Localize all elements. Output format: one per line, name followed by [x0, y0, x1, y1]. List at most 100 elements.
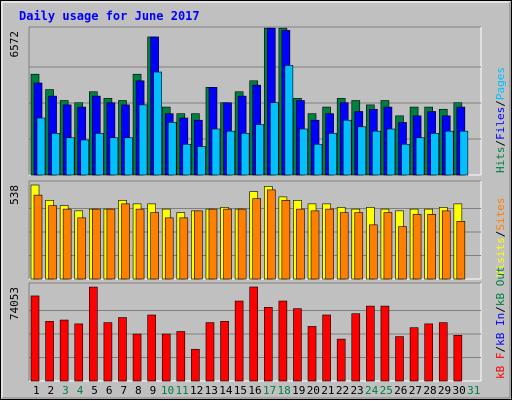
bar-sites: [237, 208, 247, 280]
y-max-label: 6572: [8, 31, 21, 58]
day-label: 13: [205, 384, 218, 397]
bar-sites: [121, 203, 130, 280]
bar-sites: [33, 194, 43, 280]
bar-pages: [197, 146, 206, 176]
side-legend: Hits/Files/Pages: [494, 67, 507, 173]
bar-sites: [339, 212, 349, 280]
bar-pages: [430, 133, 439, 176]
bar-sites: [296, 208, 305, 280]
bar-kb-f: [453, 335, 463, 382]
bar-sites: [62, 208, 72, 280]
bar-sites: [252, 198, 262, 280]
bar-kb-f: [249, 286, 259, 382]
day-label: 17: [263, 384, 276, 397]
bar-kb-f: [322, 314, 331, 382]
day-label: 9: [150, 384, 157, 397]
bar-pages: [80, 139, 90, 176]
y-max-label: 74053: [8, 287, 21, 320]
day-label: 21: [321, 384, 334, 397]
legend-entry: kB Out: [494, 266, 507, 306]
bar-sites: [164, 217, 174, 280]
bar-sites: [310, 210, 320, 280]
bar-kb-f: [351, 313, 361, 382]
bar-kb-f: [205, 322, 215, 382]
legend-entry: kB F: [494, 353, 507, 380]
y-max-label: 538: [8, 185, 21, 205]
bar-kb-f: [132, 333, 142, 382]
bar-sites: [194, 210, 203, 280]
bar-kb-f: [45, 321, 54, 382]
bar-sites: [106, 208, 116, 280]
bar-kb-f: [307, 326, 317, 382]
day-label: 5: [91, 384, 98, 397]
legend-entry: /: [494, 140, 507, 147]
legend-entry: /: [494, 306, 507, 313]
bar-pages: [372, 130, 381, 176]
day-label: 26: [394, 384, 407, 397]
day-label: 22: [336, 384, 349, 397]
bar-kb-f: [161, 333, 171, 382]
day-label: 6: [106, 384, 113, 397]
legend-entry: /: [494, 346, 507, 353]
legend-entry: Pages: [494, 67, 507, 100]
day-label: 23: [350, 384, 363, 397]
day-label: 14: [219, 384, 233, 397]
bar-kb-f: [176, 331, 186, 382]
legend-entry: Sites: [494, 198, 507, 231]
bar-pages: [459, 130, 469, 176]
bar-sites: [92, 208, 101, 280]
legend-entry: Files: [494, 107, 507, 140]
bar-pages: [328, 133, 337, 176]
bar-sites: [150, 212, 159, 280]
day-label: 25: [380, 384, 393, 397]
bar-pages: [299, 128, 308, 176]
bar-sites: [325, 208, 334, 280]
bar-pages: [226, 130, 235, 176]
bar-kb-f: [395, 336, 404, 382]
day-label: 29: [438, 384, 451, 397]
day-label: 3: [62, 384, 69, 397]
day-label: 4: [77, 384, 84, 397]
day-label: 1: [33, 384, 40, 397]
bar-sites: [354, 212, 364, 280]
day-label: 19: [292, 384, 305, 397]
bar-sites: [427, 214, 436, 280]
legend-entry: Visits: [494, 237, 507, 277]
chart-title: Daily usage for June 2017: [19, 9, 200, 23]
bar-pages: [415, 137, 425, 176]
bar-pages: [153, 71, 162, 176]
day-label: 27: [409, 384, 422, 397]
bar-pages: [51, 133, 60, 176]
bar-pages: [342, 119, 352, 176]
day-label: 16: [248, 384, 261, 397]
bar-pages: [211, 128, 221, 176]
bar-kb-f: [59, 319, 69, 382]
bar-pages: [255, 124, 265, 176]
bar-kb-f: [366, 305, 375, 382]
bar-kb-f: [409, 327, 419, 382]
bar-sites: [456, 221, 466, 280]
legend-entry: /: [494, 231, 507, 238]
bar-pages: [386, 128, 396, 176]
day-label: 30: [453, 384, 466, 397]
bar-kb-f: [118, 317, 127, 382]
bar-sites: [412, 214, 422, 280]
bar-pages: [401, 144, 410, 176]
bar-pages: [284, 65, 294, 176]
bar-pages: [313, 144, 323, 176]
day-label: 12: [190, 384, 203, 397]
day-label: 15: [234, 384, 247, 397]
day-label: 7: [120, 384, 127, 397]
day-label: 18: [278, 384, 291, 397]
bar-kb-f: [30, 295, 40, 382]
bar-sites: [48, 205, 57, 280]
bar-kb-f: [293, 308, 302, 382]
bar-sites: [223, 208, 232, 280]
day-label: 11: [175, 384, 188, 397]
bar-pages: [36, 117, 46, 176]
day-label: 28: [423, 384, 436, 397]
side-legend: Visits/Sites: [494, 198, 507, 278]
bar-pages: [167, 122, 177, 176]
